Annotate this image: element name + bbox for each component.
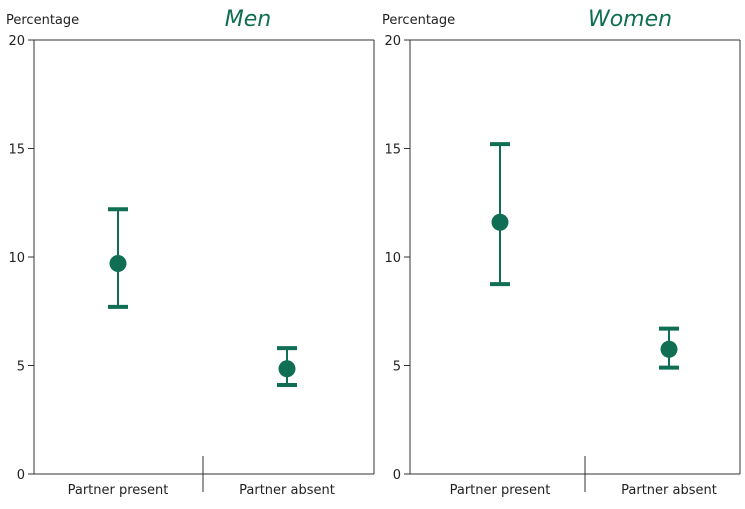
y-tick-label: 20 <box>384 34 401 49</box>
panel-title-men: Men <box>225 7 271 32</box>
y-tick-label: 20 <box>8 34 25 49</box>
y-tick-label: 10 <box>384 251 401 266</box>
x-category-label: Partner present <box>68 483 169 498</box>
y-tick-label: 10 <box>8 251 25 266</box>
data-point <box>491 213 509 231</box>
x-category-label: Partner absent <box>621 483 717 498</box>
data-point <box>109 255 127 273</box>
x-category-label: Partner present <box>450 483 551 498</box>
x-category-label: Partner absent <box>239 483 335 498</box>
y-tick-label: 15 <box>384 143 401 158</box>
panel-men: 0 5 10 15 20 Percentage Men Partner present Part… <box>6 7 375 498</box>
y-axis-label: Percentage <box>6 13 79 28</box>
data-point <box>660 340 678 358</box>
panel-title-women: Women <box>588 7 672 32</box>
data-point <box>278 360 296 378</box>
y-tick-label: 15 <box>8 143 25 158</box>
y-tick-label: 0 <box>393 468 401 483</box>
y-tick-label: 5 <box>393 360 401 375</box>
y-tick-label: 5 <box>17 360 25 375</box>
y-axis-label: Percentage <box>382 13 455 28</box>
panel-women: 0 5 10 15 20 Percentage Women Partner present Pa… <box>382 7 741 498</box>
y-tick-label: 0 <box>17 468 25 483</box>
